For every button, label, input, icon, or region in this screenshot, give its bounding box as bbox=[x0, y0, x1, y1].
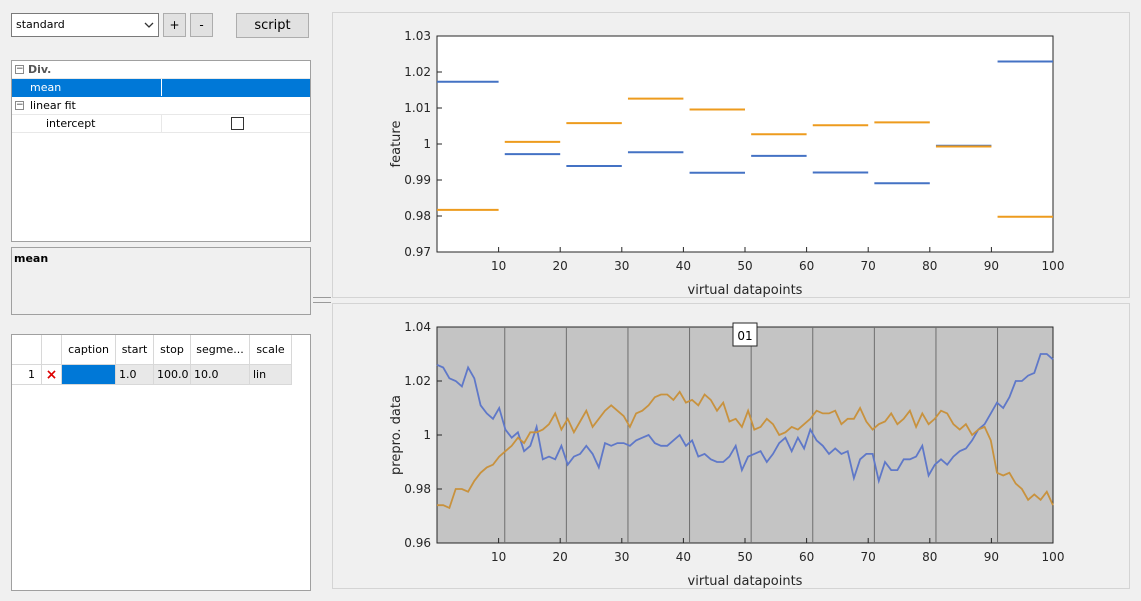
add-button[interactable]: + bbox=[163, 13, 186, 37]
y-tick-label: 0.99 bbox=[404, 173, 431, 187]
remove-button[interactable]: - bbox=[190, 13, 213, 37]
tree-row-linear-fit[interactable]: − linear fit bbox=[12, 97, 310, 115]
cell-segments[interactable]: 10.0 bbox=[191, 365, 250, 385]
intercept-checkbox[interactable] bbox=[231, 117, 244, 130]
y-tick-label: 0.98 bbox=[404, 482, 431, 496]
y-tick-label: 1 bbox=[423, 428, 431, 442]
property-tree: − Div. mean − linear fit intercept bbox=[11, 60, 311, 242]
collapse-icon[interactable]: − bbox=[15, 64, 24, 74]
tree-row-label: mean bbox=[30, 81, 62, 94]
x-tick-label: 40 bbox=[676, 259, 691, 273]
x-tick-label: 80 bbox=[922, 550, 937, 564]
x-tick-label: 50 bbox=[737, 259, 752, 273]
x-tick-label: 60 bbox=[799, 259, 814, 273]
prepro-plot[interactable]: 10 20 30 40 50 60 70 80 90 100 0.96 0.98 1 1.02 1.04 0… bbox=[333, 304, 1131, 590]
collapse-icon[interactable]: − bbox=[15, 100, 24, 110]
x-tick-label: 40 bbox=[676, 550, 691, 564]
feature-plot[interactable]: 10 20 30 40 50 60 70 80 90 100 0.97 0.98 0.99 1 1.01 1.… bbox=[333, 13, 1131, 299]
header-caption[interactable]: caption bbox=[62, 335, 116, 365]
tree-row-label: intercept bbox=[46, 117, 96, 130]
y-axis-label: feature bbox=[389, 121, 404, 168]
tree-row-label: Div. bbox=[28, 63, 52, 76]
x-tick-label: 60 bbox=[799, 550, 814, 564]
tree-row-value[interactable] bbox=[161, 79, 310, 96]
header-segments[interactable]: segme... bbox=[191, 335, 250, 365]
splitter-handle[interactable] bbox=[313, 297, 331, 303]
x-axis-label: virtual datapoints bbox=[688, 283, 803, 298]
preset-dropdown-value: standard bbox=[16, 18, 65, 31]
cell-stop[interactable]: 100.0 bbox=[154, 365, 191, 385]
header-stop[interactable]: stop bbox=[154, 335, 191, 365]
prepro-plot-panel: 10 20 30 40 50 60 70 80 90 100 0.96 0.98 1 1.02 1.04 0… bbox=[332, 303, 1130, 589]
x-tick-label: 30 bbox=[614, 550, 629, 564]
x-tick-label: 100 bbox=[1042, 550, 1065, 564]
y-tick-label: 0.98 bbox=[404, 209, 431, 223]
plot-area bbox=[436, 326, 1054, 544]
chevron-down-icon bbox=[144, 22, 154, 28]
y-tick-label: 1.03 bbox=[404, 29, 431, 43]
segments-table: caption start stop segme... scale 1 × 1.… bbox=[11, 334, 311, 591]
x-tick-label: 30 bbox=[614, 259, 629, 273]
x-tick-label: 100 bbox=[1042, 259, 1065, 273]
table-corner bbox=[12, 335, 42, 365]
x-tick-label: 10 bbox=[491, 550, 506, 564]
x-tick-label: 90 bbox=[984, 550, 999, 564]
prepro-line-orange_data bbox=[437, 390, 1054, 510]
feature-plot-panel: 10 20 30 40 50 60 70 80 90 100 0.97 0.98 0.99 1 1.01 1.… bbox=[332, 12, 1130, 298]
remove-row-icon[interactable]: × bbox=[42, 365, 62, 385]
x-tick-label: 20 bbox=[553, 550, 568, 564]
property-description: mean bbox=[11, 247, 311, 315]
script-button[interactable]: script bbox=[236, 13, 309, 38]
y-axis-label: prepro. data bbox=[389, 395, 404, 475]
tree-row-intercept[interactable]: intercept bbox=[12, 115, 310, 133]
tree-row-value bbox=[161, 115, 310, 132]
header-scale[interactable]: scale bbox=[250, 335, 292, 365]
table-header-blank bbox=[42, 335, 62, 365]
x-tick-label: 80 bbox=[922, 259, 937, 273]
cell-scale[interactable]: lin bbox=[250, 365, 292, 385]
y-tick-label: 1.02 bbox=[404, 65, 431, 79]
prepro-line-blue_data bbox=[436, 353, 1054, 485]
x-tick-label: 70 bbox=[861, 259, 876, 273]
x-tick-label: 50 bbox=[737, 550, 752, 564]
x-tick-label: 90 bbox=[984, 259, 999, 273]
x-tick-label: 20 bbox=[553, 259, 568, 273]
row-index[interactable]: 1 bbox=[12, 365, 42, 385]
segment-annotation: 01 bbox=[737, 329, 752, 343]
x-tick-label: 10 bbox=[491, 259, 506, 273]
plot-area bbox=[436, 35, 1054, 253]
x-axis-label: virtual datapoints bbox=[688, 574, 803, 589]
tree-row-div[interactable]: − Div. bbox=[12, 61, 310, 79]
y-tick-label: 0.97 bbox=[404, 245, 431, 259]
tree-row-mean[interactable]: mean bbox=[12, 79, 310, 97]
y-tick-label: 1.01 bbox=[404, 101, 431, 115]
tree-row-label: linear fit bbox=[30, 99, 76, 112]
cell-start[interactable]: 1.0 bbox=[116, 365, 154, 385]
y-tick-label: 0.96 bbox=[404, 536, 431, 550]
description-title: mean bbox=[14, 252, 49, 265]
y-tick-label: 1 bbox=[423, 137, 431, 151]
x-tick-label: 70 bbox=[861, 550, 876, 564]
header-start[interactable]: start bbox=[116, 335, 154, 365]
cell-caption[interactable] bbox=[62, 365, 116, 385]
y-tick-label: 1.04 bbox=[404, 320, 431, 334]
preset-dropdown[interactable]: standard bbox=[11, 13, 159, 37]
segment-annotation-box bbox=[732, 322, 758, 347]
y-tick-label: 1.02 bbox=[404, 374, 431, 388]
